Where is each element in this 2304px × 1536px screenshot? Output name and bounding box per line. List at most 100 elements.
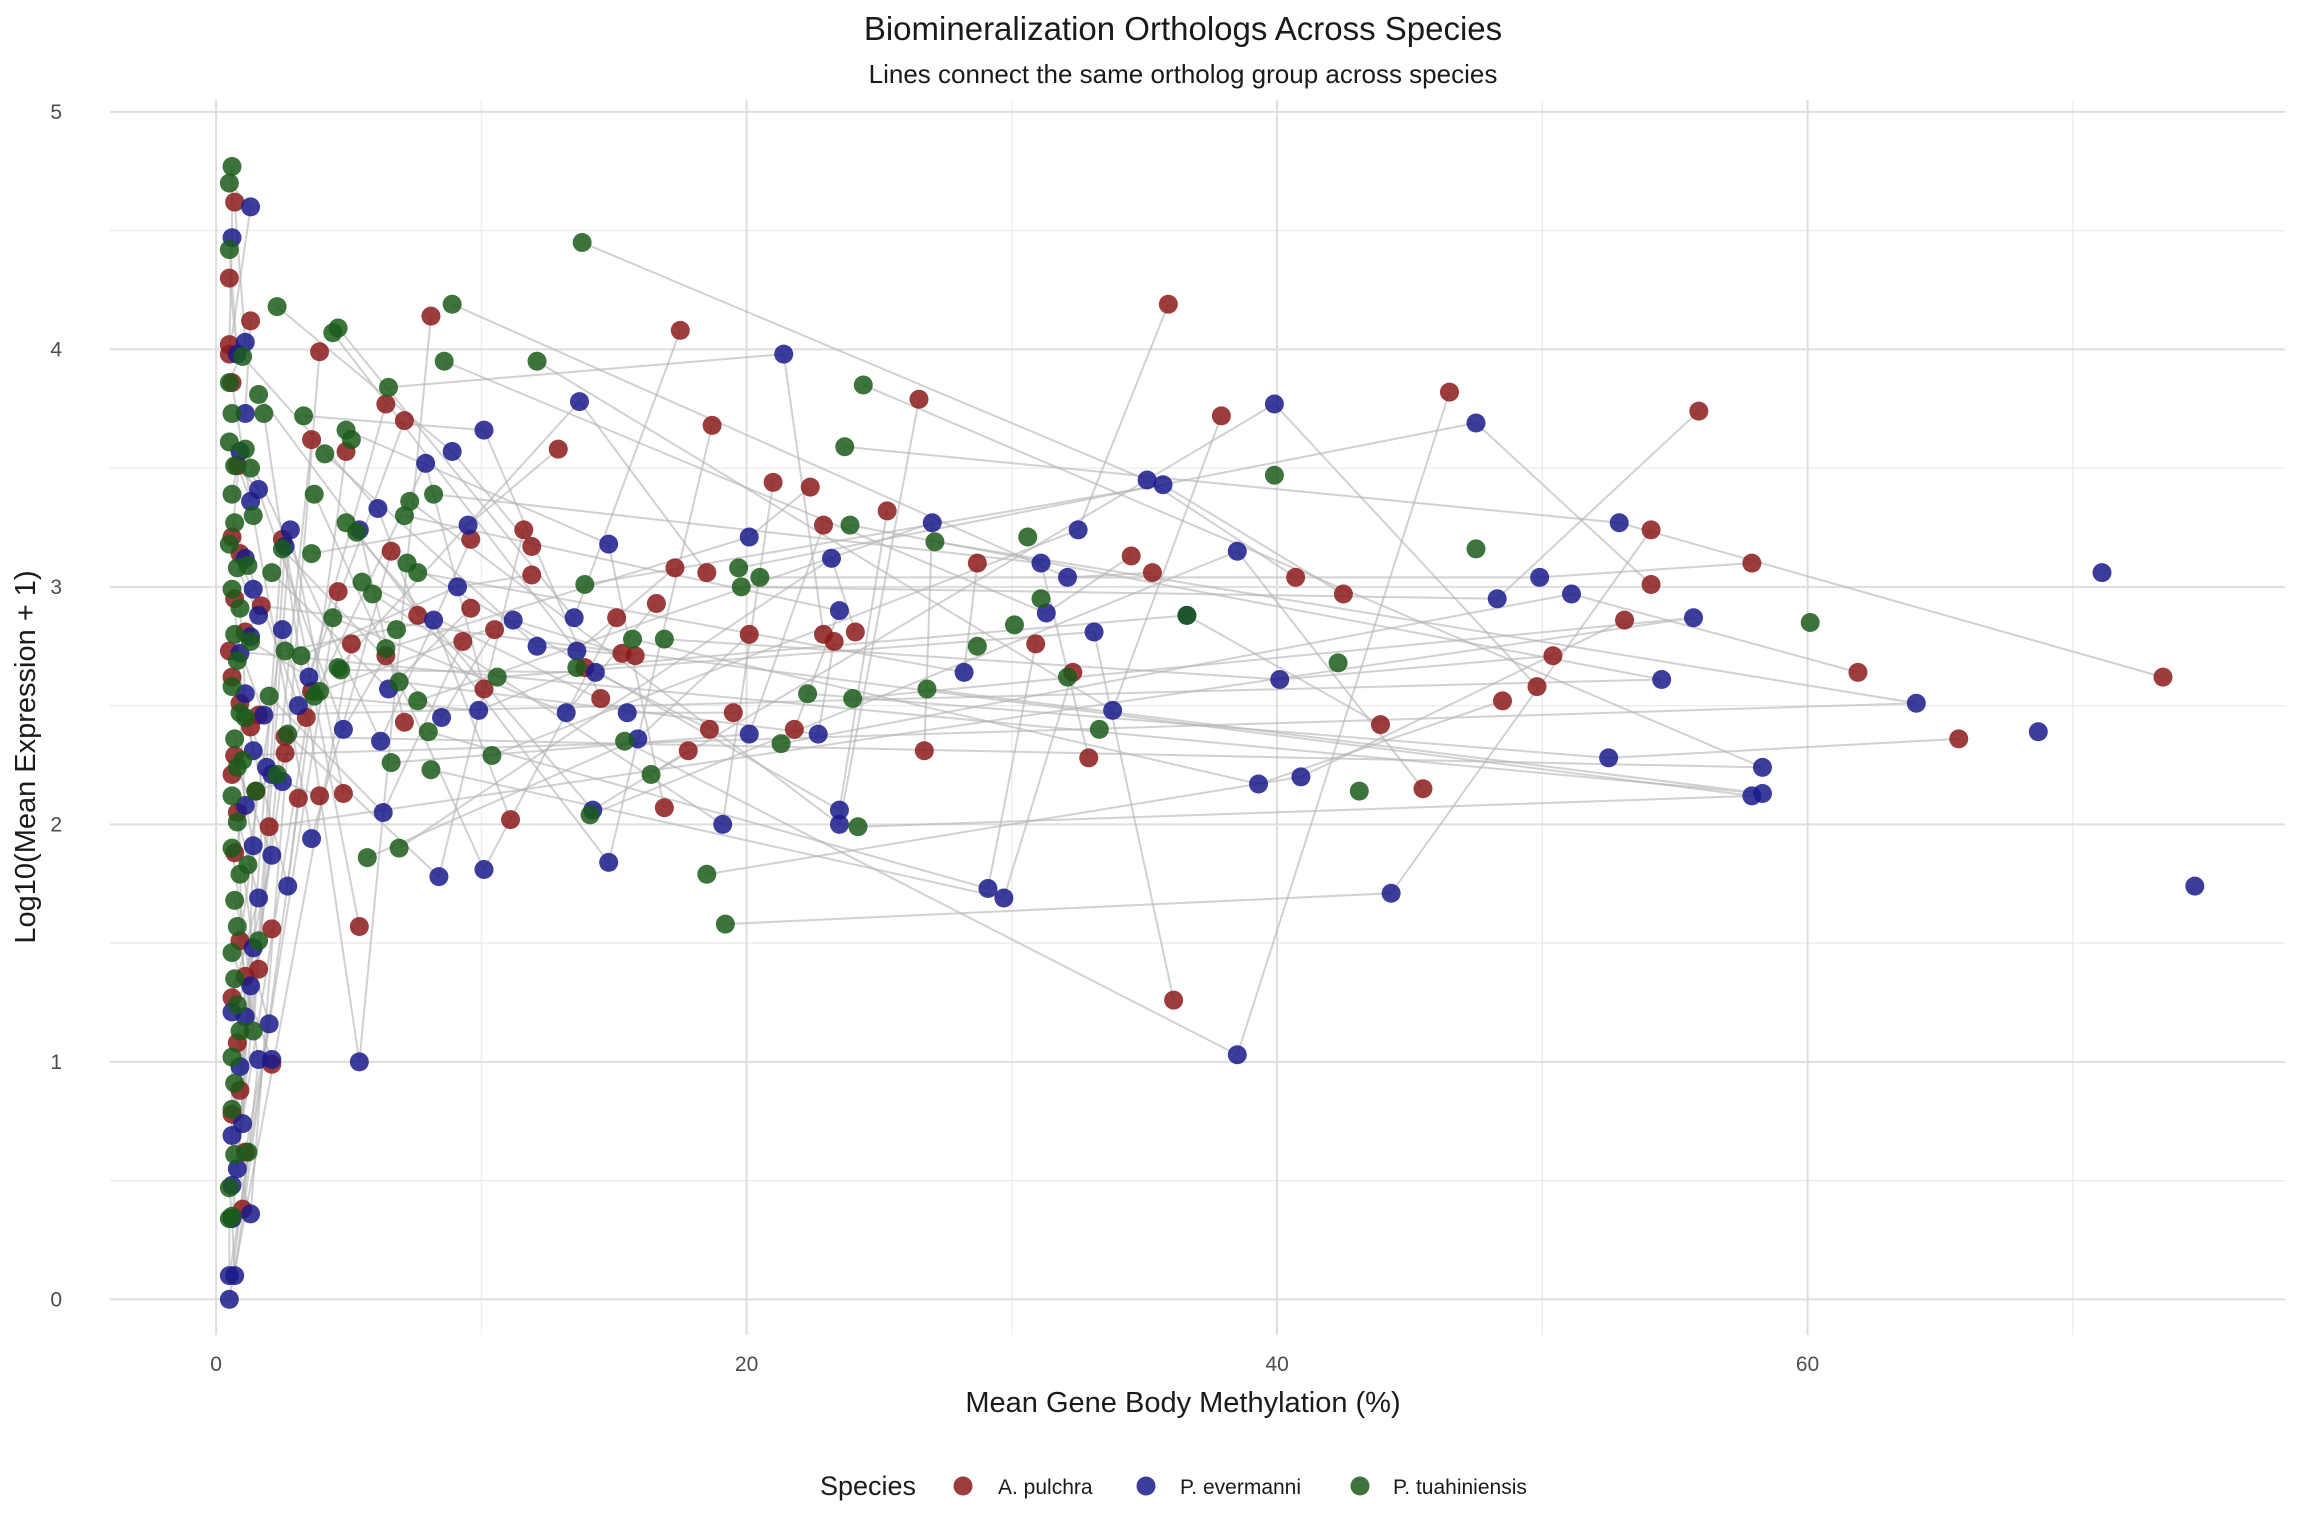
data-point (1142, 563, 1162, 583)
data-point (233, 347, 253, 366)
data-point (487, 667, 507, 687)
data-point (1211, 406, 1231, 426)
data-point (527, 351, 547, 371)
data-point (418, 722, 438, 742)
data-point (222, 157, 242, 176)
chart-title: Biomineralization Orthologs Across Speci… (864, 10, 1502, 47)
data-point (548, 439, 568, 459)
data-point (572, 233, 592, 252)
data-point (442, 442, 462, 461)
y-tick-label: 5 (50, 101, 62, 124)
data-point (219, 1209, 239, 1229)
data-point (381, 753, 401, 773)
data-point (1158, 294, 1178, 314)
data-point (219, 1266, 239, 1286)
data-point (241, 197, 261, 217)
data-point (2092, 563, 2112, 583)
data-point (1466, 413, 1486, 433)
data-point (599, 852, 619, 872)
data-point (241, 632, 261, 651)
data-point (421, 306, 441, 326)
data-point (1031, 589, 1051, 609)
chart-subtitle: Lines connect the same ortholog group ac… (869, 59, 1498, 89)
data-point (310, 786, 330, 806)
data-point (262, 563, 282, 583)
data-point (222, 1126, 242, 1145)
data-point (259, 686, 279, 706)
data-point (739, 527, 759, 547)
data-point (623, 629, 643, 649)
data-point (1371, 715, 1391, 735)
data-point (238, 556, 258, 575)
data-point (808, 724, 828, 744)
data-point (219, 1178, 239, 1198)
data-point (1177, 605, 1197, 625)
x-tick-label: 60 (1796, 1353, 1819, 1376)
data-point (1121, 546, 1141, 566)
data-point (909, 389, 929, 409)
data-point (1543, 646, 1563, 666)
data-point (278, 724, 298, 744)
data-point (373, 803, 393, 822)
data-point (503, 610, 523, 630)
data-point (246, 781, 266, 801)
data-point (333, 784, 353, 803)
data-point (371, 731, 391, 751)
data-point (1752, 757, 1772, 777)
data-point (2028, 722, 2048, 742)
data-point (386, 620, 406, 640)
data-point (461, 529, 481, 549)
data-point (238, 1142, 258, 1162)
data-point (225, 969, 245, 989)
data-point (241, 1204, 261, 1224)
data-point (824, 632, 844, 651)
axis-ticks: 0 20 40 60 0 1 2 3 4 5 (50, 101, 1819, 1376)
data-point (376, 394, 396, 414)
data-point (843, 689, 863, 708)
data-point (368, 499, 388, 518)
data-point (249, 959, 269, 979)
data-point (333, 719, 353, 739)
data-point (1264, 465, 1284, 485)
data-point (1381, 883, 1401, 903)
data-point (1752, 784, 1772, 803)
data-point (625, 646, 645, 666)
data-point (394, 411, 414, 431)
legend: Species A. pulchra P. evermanni P. tuahi… (820, 1471, 1527, 1501)
data-point (304, 484, 324, 504)
data-point (230, 598, 250, 618)
data-point (262, 919, 282, 939)
data-point (291, 646, 311, 666)
data-point (723, 703, 743, 723)
data-point (275, 641, 295, 661)
data-point (222, 677, 242, 697)
data-point (376, 639, 396, 659)
data-point (379, 377, 399, 397)
data-point (814, 515, 834, 535)
data-point (567, 658, 587, 678)
data-point (227, 1159, 247, 1179)
data-point (235, 332, 255, 352)
x-axis-title: Mean Gene Body Methylation (%) (965, 1387, 1400, 1419)
y-tick-label: 2 (50, 813, 62, 836)
data-point (845, 622, 865, 642)
data-point (1031, 553, 1051, 573)
data-point (654, 629, 674, 649)
data-point (750, 567, 770, 587)
data-point (262, 1050, 282, 1069)
data-point (646, 594, 666, 613)
data-point (272, 620, 292, 640)
data-point (288, 788, 308, 808)
data-point (485, 620, 505, 640)
data-point (739, 724, 759, 744)
data-point (967, 636, 987, 656)
data-point (2185, 876, 2205, 896)
data-point (432, 708, 452, 727)
data-point (310, 342, 330, 362)
data-point (1599, 748, 1619, 768)
data-point (461, 598, 481, 618)
data-point (400, 491, 420, 511)
data-point (665, 558, 685, 578)
data-point (381, 541, 401, 561)
data-point (249, 931, 269, 951)
